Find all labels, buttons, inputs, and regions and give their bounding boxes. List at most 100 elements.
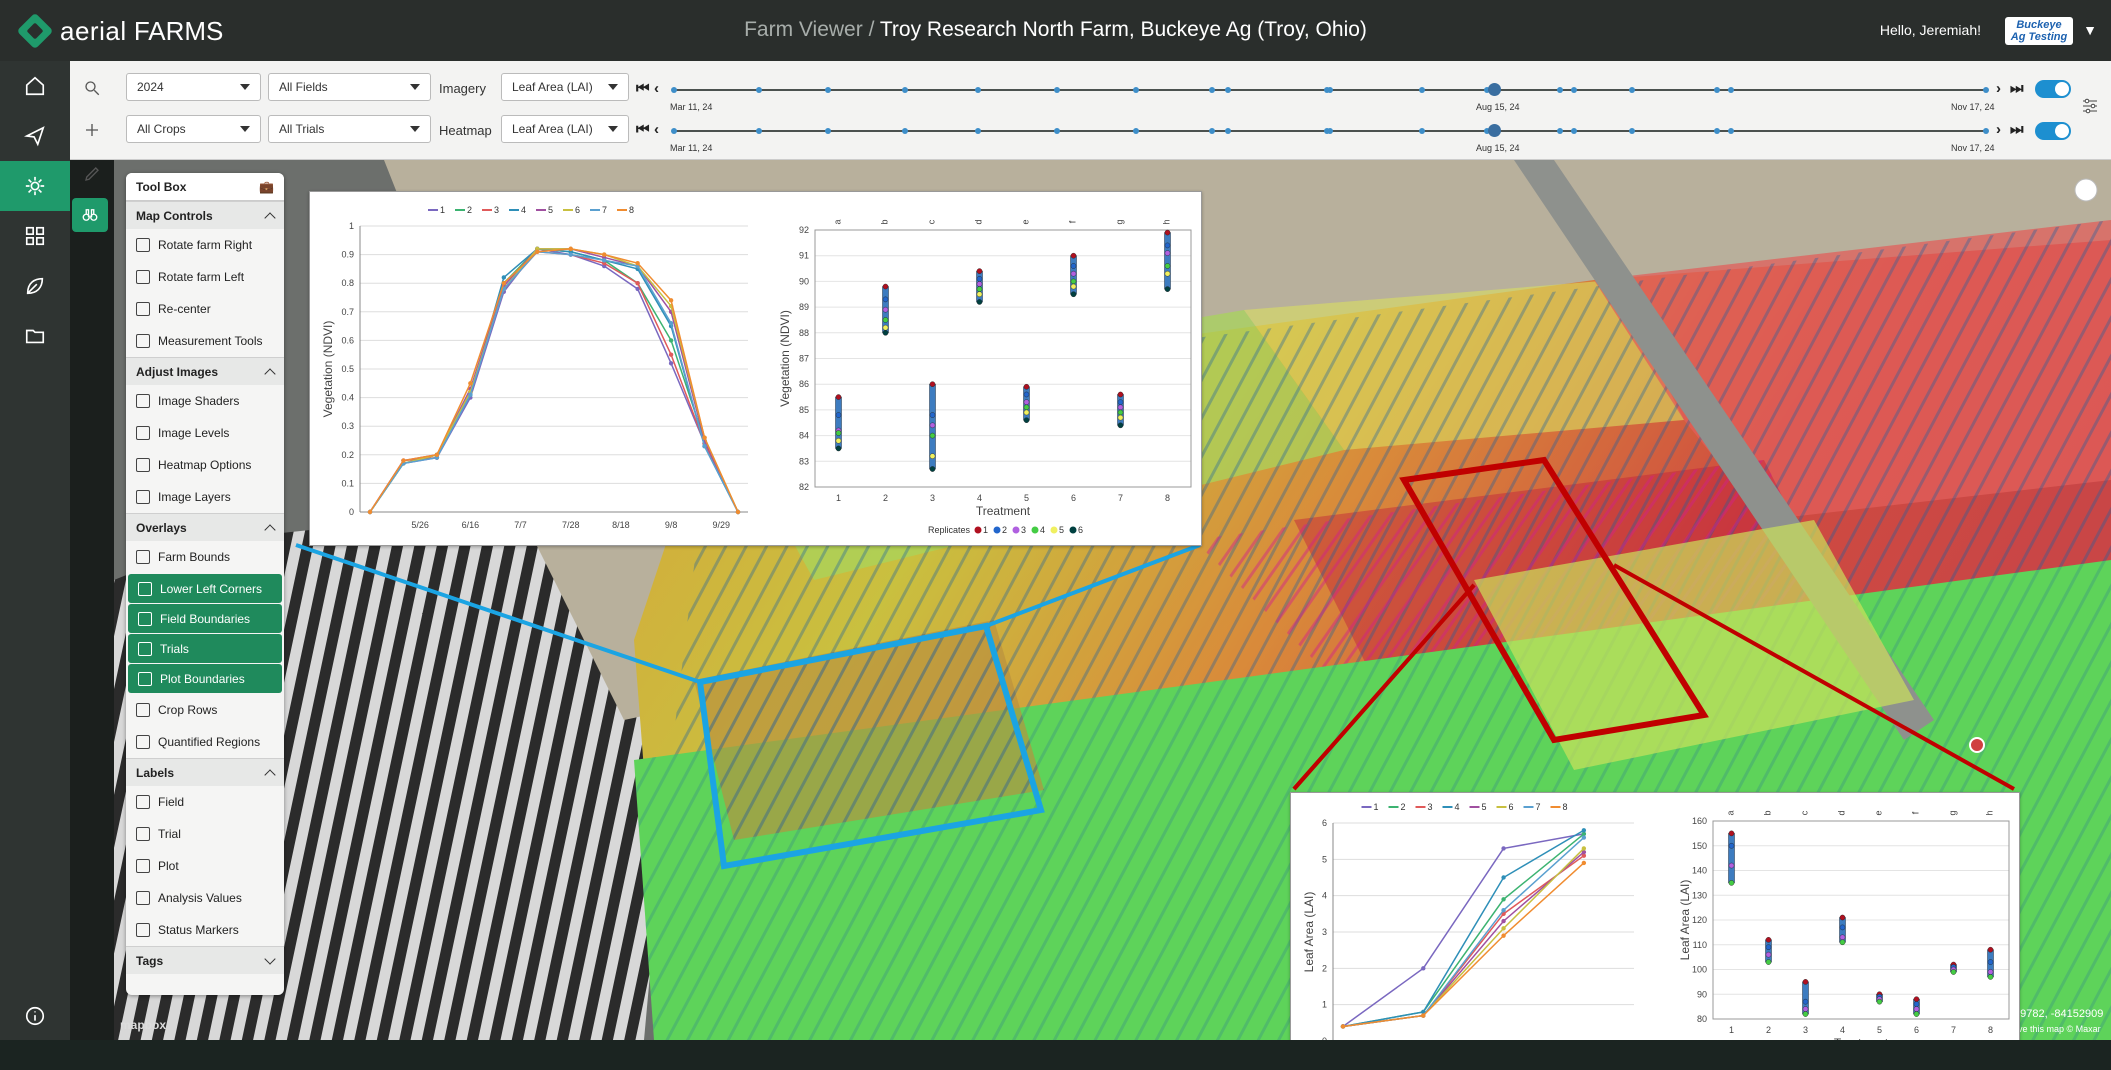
- chevron-down-icon[interactable]: [264, 952, 276, 965]
- timeline-frame-dot[interactable]: [1571, 128, 1578, 134]
- timeline-selected-frame[interactable]: [1488, 124, 1501, 137]
- year-select[interactable]: 2024: [126, 73, 261, 101]
- timeline-frame-dot[interactable]: [824, 87, 831, 93]
- timeline-frame-dot[interactable]: [1224, 128, 1231, 134]
- timeline-frame-dot[interactable]: [1714, 87, 1721, 93]
- pen-icon[interactable]: [70, 156, 114, 192]
- toolbox-section-header[interactable]: Overlays: [126, 513, 284, 541]
- user-menu-caret-icon[interactable]: ▼: [2083, 22, 2097, 38]
- timeline-frame-dot[interactable]: [1556, 128, 1563, 134]
- timeline-frame-dot[interactable]: [756, 128, 763, 134]
- timeline-frame-dot[interactable]: [1224, 87, 1231, 93]
- toolbox-briefcase-icon[interactable]: 💼: [259, 179, 274, 194]
- toolbox-item[interactable]: Image Levels: [126, 417, 284, 449]
- timeline-selected-frame[interactable]: [1488, 83, 1501, 96]
- leaf-icon[interactable]: [0, 261, 70, 311]
- chevron-up-icon[interactable]: [264, 523, 276, 536]
- toolbox-item[interactable]: Crop Rows: [126, 694, 284, 726]
- timeline-frame-dot[interactable]: [1327, 87, 1333, 93]
- toolbox-section-header[interactable]: Map Controls: [126, 201, 284, 229]
- toolbox-item[interactable]: Plot: [126, 850, 284, 882]
- timeline-frame-dot[interactable]: [1628, 128, 1635, 134]
- drone-icon[interactable]: [0, 161, 70, 211]
- chevron-up-icon[interactable]: [264, 768, 276, 781]
- timeline-track[interactable]: [671, 83, 1989, 96]
- timeline-frame-dot[interactable]: [756, 87, 763, 93]
- timeline-frame-dot[interactable]: [1132, 128, 1139, 134]
- timeline-frame-dot[interactable]: [1983, 87, 1989, 93]
- timeline-frame-dot[interactable]: [1983, 128, 1989, 134]
- timeline-frame-dot[interactable]: [1728, 128, 1735, 134]
- next-frame-icon[interactable]: ›: [1996, 80, 2001, 97]
- timeline-frame-dot[interactable]: [1728, 87, 1735, 93]
- timeline-frame-dot[interactable]: [1484, 87, 1491, 93]
- toolbox-item[interactable]: Trial: [126, 818, 284, 850]
- prev-frame-icon[interactable]: ‹: [654, 121, 659, 138]
- toolbox-item[interactable]: Image Shaders: [126, 385, 284, 417]
- timeline-frame-dot[interactable]: [1628, 87, 1635, 93]
- timeline-frame-dot[interactable]: [1054, 87, 1061, 93]
- timeline-frame-dot[interactable]: [1132, 87, 1139, 93]
- toolbox-item[interactable]: Field: [126, 786, 284, 818]
- toolbox-item[interactable]: Quantified Regions: [126, 726, 284, 758]
- heatmap-toggle[interactable]: [2035, 122, 2071, 140]
- brand-logo[interactable]: aerial FARMS: [16, 12, 223, 50]
- prev-frame-icon[interactable]: ‹: [654, 80, 659, 97]
- binoculars-icon[interactable]: [72, 198, 108, 232]
- add-icon[interactable]: [70, 112, 114, 148]
- toolbox-section-header[interactable]: Adjust Images: [126, 357, 284, 385]
- toolbox-item[interactable]: Analysis Values: [126, 882, 284, 914]
- fields-select[interactable]: All Fields: [268, 73, 431, 101]
- timeline-frame-dot[interactable]: [1556, 87, 1563, 93]
- timeline-frame-dot[interactable]: [901, 128, 908, 134]
- timeline-track[interactable]: [671, 124, 1989, 137]
- timeline-frame-dot[interactable]: [1418, 87, 1425, 93]
- toolbox-item[interactable]: Field Boundaries: [128, 604, 282, 633]
- timeline-frame-dot[interactable]: [1208, 128, 1215, 134]
- timeline-frame-dot[interactable]: [671, 128, 677, 134]
- crops-select[interactable]: All Crops: [126, 115, 261, 143]
- chevron-up-icon[interactable]: [264, 211, 276, 224]
- timeline-frame-dot[interactable]: [671, 87, 677, 93]
- send-icon[interactable]: [0, 111, 70, 161]
- mapbox-attribution[interactable]: mapbox: [120, 1018, 167, 1032]
- imagery-select[interactable]: Leaf Area (LAI): [501, 73, 629, 101]
- timeline-frame-dot[interactable]: [901, 87, 908, 93]
- last-frame-icon[interactable]: ⏭: [2010, 121, 2024, 138]
- info-icon[interactable]: [0, 991, 70, 1041]
- heatmap-select[interactable]: Leaf Area (LAI): [501, 115, 629, 143]
- toolbox-item[interactable]: Lower Left Corners: [128, 574, 282, 603]
- timeline-frame-dot[interactable]: [1208, 87, 1215, 93]
- toolbox-item[interactable]: Rotate farm Left: [126, 261, 284, 293]
- toolbox-item[interactable]: Re-center: [126, 293, 284, 325]
- toolbox-item[interactable]: Status Markers: [126, 914, 284, 946]
- toolbox-item[interactable]: Plot Boundaries: [128, 664, 282, 693]
- imagery-toggle[interactable]: [2035, 80, 2071, 98]
- first-frame-icon[interactable]: ⏮: [636, 80, 650, 97]
- home-icon[interactable]: [0, 61, 70, 111]
- timeline-frame-dot[interactable]: [975, 87, 982, 93]
- timeline-frame-dot[interactable]: [1418, 128, 1425, 134]
- timeline-frame-dot[interactable]: [1571, 87, 1578, 93]
- timeline-frame-dot[interactable]: [824, 128, 831, 134]
- last-frame-icon[interactable]: ⏭: [2010, 80, 2024, 97]
- timeline-frame-dot[interactable]: [1054, 128, 1061, 134]
- toolbox-item[interactable]: Farm Bounds: [126, 541, 284, 573]
- timeline-frame-dot[interactable]: [1327, 128, 1333, 134]
- dashboard-icon[interactable]: [0, 211, 70, 261]
- next-frame-icon[interactable]: ›: [1996, 121, 2001, 138]
- folder-icon[interactable]: [0, 311, 70, 361]
- toolbox-item[interactable]: Trials: [128, 634, 282, 663]
- trials-select[interactable]: All Trials: [268, 115, 431, 143]
- map-improve-link[interactable]: ve this map © Maxar: [2018, 1024, 2101, 1034]
- first-frame-icon[interactable]: ⏮: [636, 121, 650, 138]
- user-greeting[interactable]: Hello, Jeremiah!: [1879, 22, 1981, 38]
- chevron-up-icon[interactable]: [264, 367, 276, 380]
- toolbox-section-header[interactable]: Labels: [126, 758, 284, 786]
- toolbox-item[interactable]: Measurement Tools: [126, 325, 284, 357]
- search-icon[interactable]: [70, 70, 114, 106]
- timeline-frame-dot[interactable]: [975, 128, 982, 134]
- toolbox-section-header[interactable]: Tags: [126, 946, 284, 974]
- toolbox-item[interactable]: Image Layers: [126, 481, 284, 513]
- timeline-frame-dot[interactable]: [1714, 128, 1721, 134]
